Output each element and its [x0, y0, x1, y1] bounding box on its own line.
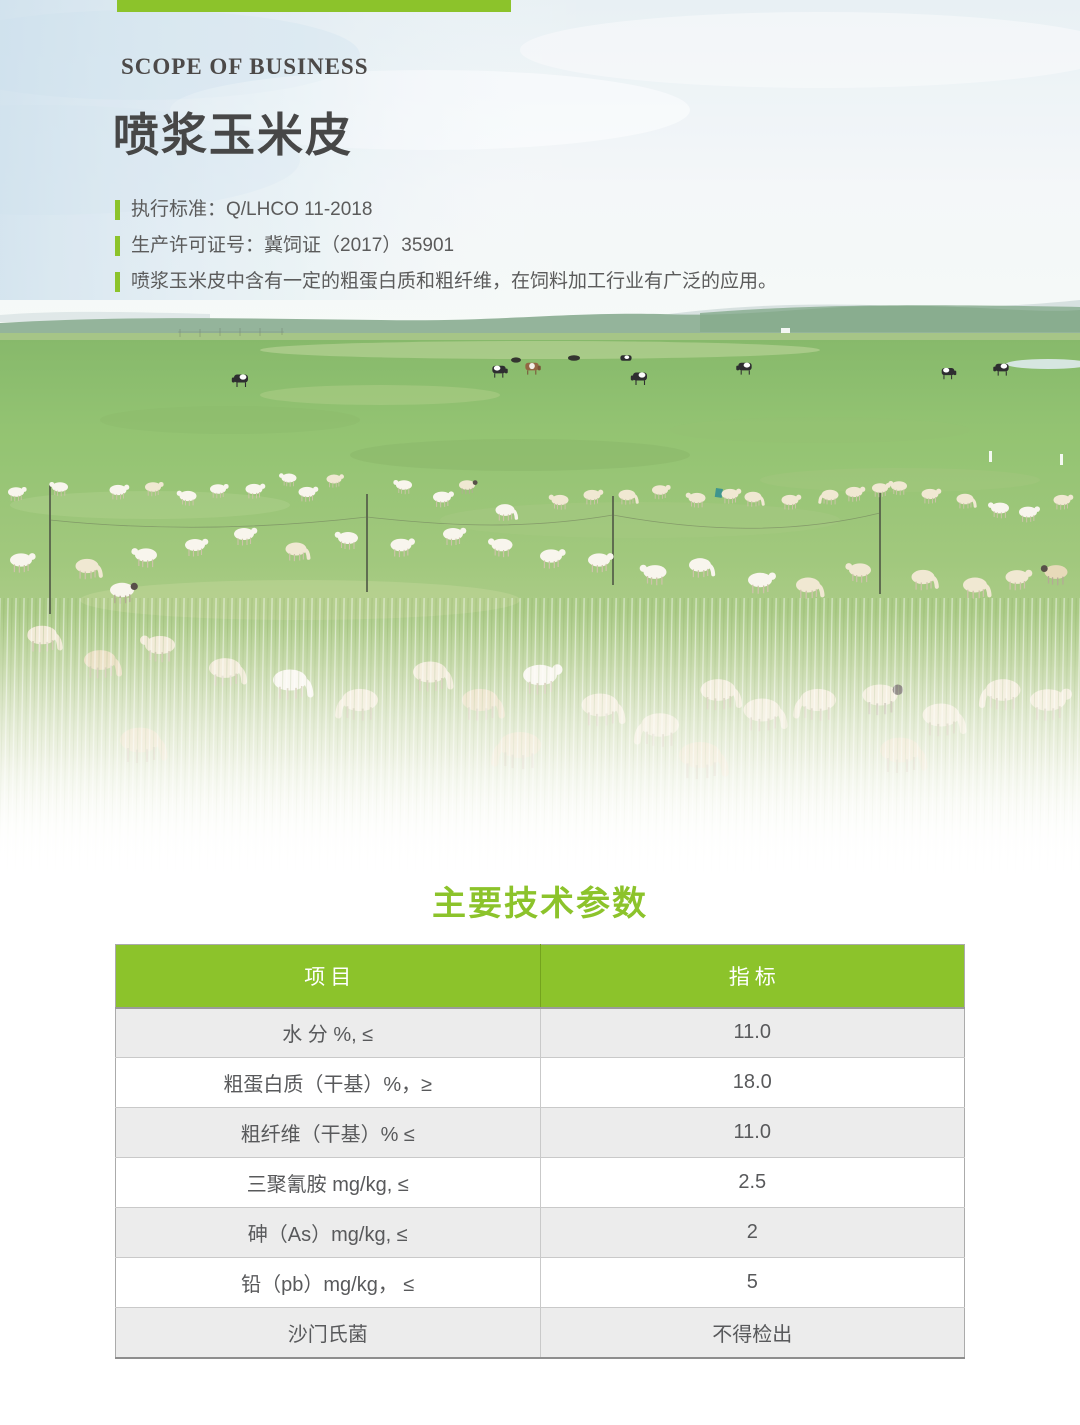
section-title: 主要技术参数: [432, 885, 648, 923]
table-row: 粗蛋白质（干基）%，≥ 18.0: [115, 1057, 965, 1108]
spec-table: 项目 指标 水 分 %, ≤ 11.0 粗蛋白质（干基）%，≥ 18.0 粗纤维…: [115, 944, 965, 1359]
item-cell: 砷（As）mg/kg, ≤: [115, 1207, 540, 1258]
bullet-item: 执行标准：Q/LHCO 11-2018: [115, 199, 945, 221]
item-cell: 水 分 %, ≤: [115, 1007, 540, 1058]
table-row: 铅（pb）mg/kg， ≤ 5: [115, 1257, 965, 1308]
table-row: 水 分 %, ≤ 11.0: [115, 1007, 965, 1058]
bullet-text: 喷浆玉米皮中含有一定的粗蛋白质和粗纤维，在饲料加工行业有广泛的应用。: [131, 271, 778, 292]
bullet-text: 生产许可证号：冀饲证（2017）35901: [131, 235, 455, 256]
eyebrow-title: SCOPE OF BUSINESS: [121, 54, 369, 79]
bullet-list: 执行标准：Q/LHCO 11-2018 生产许可证号：冀饲证（2017）3590…: [115, 199, 945, 307]
bullet-bar-icon: [115, 272, 120, 292]
item-cell: 粗纤维（干基）% ≤: [115, 1107, 540, 1158]
value-cell: 18.0: [539, 1057, 965, 1108]
bullet-bar-icon: [115, 236, 120, 256]
value-cell: 5: [539, 1257, 965, 1308]
value-cell: 11.0: [539, 1007, 965, 1058]
column-header-item: 项目: [115, 944, 540, 1009]
top-accent-bar: [117, 0, 511, 12]
item-cell: 铅（pb）mg/kg， ≤: [115, 1257, 540, 1308]
table-header-row: 项目 指标: [115, 944, 965, 1009]
table-row: 三聚氰胺 mg/kg, ≤ 2.5: [115, 1157, 965, 1208]
bullet-text: 执行标准：Q/LHCO 11-2018: [131, 199, 373, 220]
value-cell: 11.0: [539, 1107, 965, 1158]
table-row: 沙门氏菌 不得检出: [115, 1307, 965, 1358]
table-row: 砷（As）mg/kg, ≤ 2: [115, 1207, 965, 1258]
item-cell: 沙门氏菌: [115, 1307, 540, 1358]
page-title: 喷浆玉米皮: [113, 109, 353, 161]
bullet-bar-icon: [115, 200, 120, 220]
bullet-item: 喷浆玉米皮中含有一定的粗蛋白质和粗纤维，在饲料加工行业有广泛的应用。: [115, 271, 945, 293]
value-cell: 不得检出: [539, 1307, 965, 1358]
value-cell: 2.5: [539, 1157, 965, 1208]
item-cell: 三聚氰胺 mg/kg, ≤: [115, 1157, 540, 1208]
bullet-item: 生产许可证号：冀饲证（2017）35901: [115, 235, 945, 257]
column-header-value: 指标: [539, 944, 965, 1009]
pasture-photo: [0, 0, 1080, 880]
item-cell: 粗蛋白质（干基）%，≥: [115, 1057, 540, 1108]
value-cell: 2: [539, 1207, 965, 1258]
table-row: 粗纤维（干基）% ≤ 11.0: [115, 1107, 965, 1158]
